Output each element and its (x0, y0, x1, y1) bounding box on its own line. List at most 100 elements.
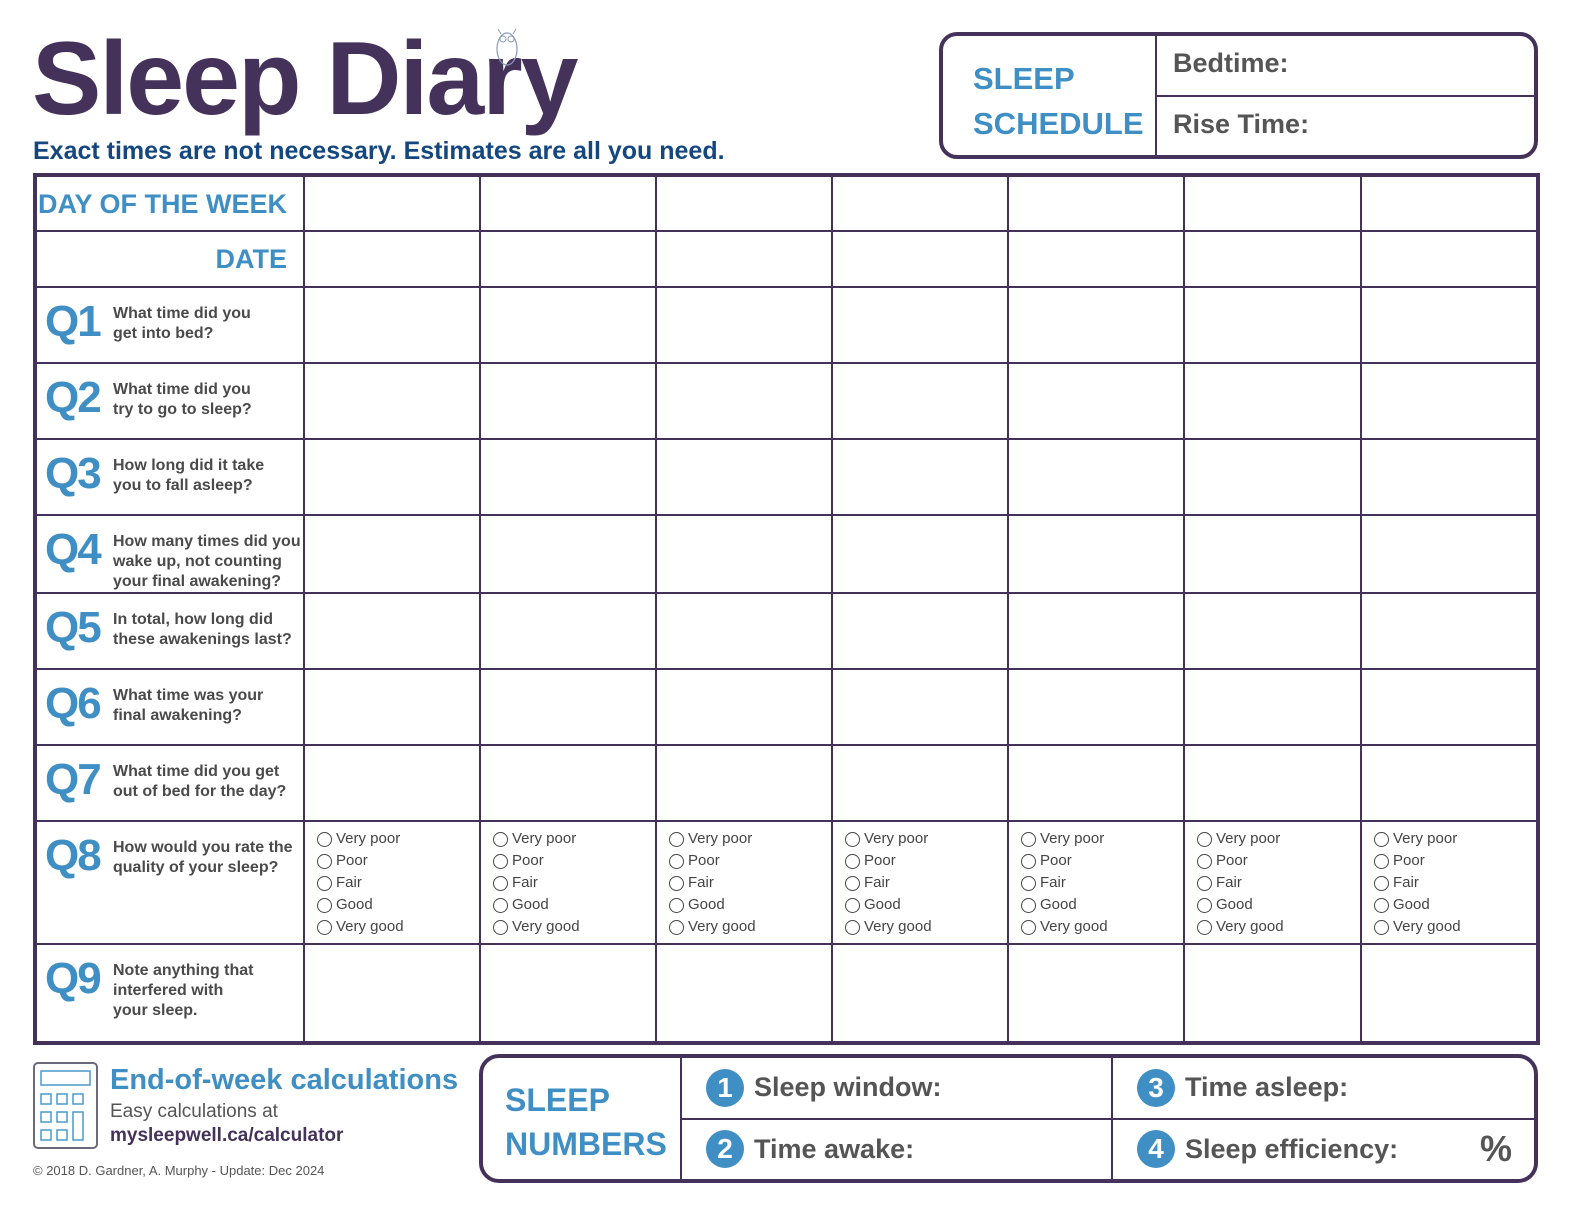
answer-cell[interactable] (1183, 943, 1362, 1044)
radio-button[interactable] (1197, 831, 1212, 847)
answer-cell[interactable] (479, 943, 657, 1044)
radio-button[interactable] (317, 875, 332, 891)
answer-cell[interactable] (831, 668, 1009, 746)
answer-cell[interactable] (1360, 514, 1539, 594)
radio-button[interactable] (1197, 897, 1212, 913)
rating-option[interactable]: Good (669, 894, 831, 916)
answer-cell[interactable] (303, 438, 481, 516)
answer-cell[interactable] (479, 668, 657, 746)
answer-cell[interactable] (1360, 668, 1539, 746)
time-asleep-field[interactable]: 3 Time asleep: (1113, 1058, 1534, 1120)
radio-button[interactable] (493, 853, 508, 869)
rating-option[interactable]: Very poor (1197, 828, 1360, 850)
answer-cell[interactable] (831, 438, 1009, 516)
radio-button[interactable] (669, 831, 684, 847)
date-input-cell[interactable] (655, 230, 833, 288)
rating-option[interactable]: Fair (845, 872, 1007, 894)
date-input-cell[interactable] (303, 230, 481, 288)
radio-button[interactable] (1021, 897, 1036, 913)
answer-cell[interactable] (1183, 514, 1362, 594)
day-input-cell[interactable] (1007, 174, 1185, 232)
radio-button[interactable] (669, 853, 684, 869)
day-input-cell[interactable] (655, 174, 833, 232)
answer-cell[interactable] (303, 362, 481, 440)
answer-cell[interactable] (655, 744, 833, 822)
answer-cell[interactable] (303, 514, 481, 594)
radio-button[interactable] (1021, 919, 1036, 935)
rating-option[interactable]: Good (317, 894, 479, 916)
radio-button[interactable] (845, 831, 860, 847)
rating-option[interactable]: Very good (845, 916, 1007, 938)
day-input-cell[interactable] (1360, 174, 1539, 232)
date-input-cell[interactable] (479, 230, 657, 288)
answer-cell[interactable] (831, 592, 1009, 670)
answer-cell[interactable] (1007, 668, 1185, 746)
rating-option[interactable]: Very good (1374, 916, 1536, 938)
answer-cell[interactable] (831, 943, 1009, 1044)
answer-cell[interactable] (479, 362, 657, 440)
radio-button[interactable] (1374, 897, 1389, 913)
rating-option[interactable]: Fair (1374, 872, 1536, 894)
radio-button[interactable] (1197, 919, 1212, 935)
rating-option[interactable]: Very poor (1021, 828, 1183, 850)
radio-button[interactable] (317, 853, 332, 869)
calculator-link[interactable]: mysleepwell.ca/calculator (110, 1125, 344, 1146)
answer-cell[interactable] (1007, 744, 1185, 822)
rating-option[interactable]: Fair (493, 872, 655, 894)
radio-button[interactable] (493, 831, 508, 847)
answer-cell[interactable] (1183, 438, 1362, 516)
answer-cell[interactable] (303, 744, 481, 822)
rating-option[interactable]: Good (493, 894, 655, 916)
radio-button[interactable] (669, 897, 684, 913)
date-input-cell[interactable] (1007, 230, 1185, 288)
rating-option[interactable]: Very good (317, 916, 479, 938)
answer-cell[interactable] (303, 286, 481, 364)
rating-option[interactable]: Poor (669, 850, 831, 872)
answer-cell[interactable] (655, 592, 833, 670)
answer-cell[interactable] (1183, 744, 1362, 822)
radio-button[interactable] (1374, 831, 1389, 847)
answer-cell[interactable] (831, 362, 1009, 440)
answer-cell[interactable] (1183, 668, 1362, 746)
answer-cell[interactable] (655, 362, 833, 440)
answer-cell[interactable] (831, 514, 1009, 594)
radio-button[interactable] (317, 919, 332, 935)
time-awake-field[interactable]: 2 Time awake: (682, 1120, 1111, 1180)
radio-button[interactable] (669, 875, 684, 891)
rating-option[interactable]: Very good (669, 916, 831, 938)
radio-button[interactable] (493, 897, 508, 913)
answer-cell[interactable] (479, 744, 657, 822)
rating-option[interactable]: Good (1021, 894, 1183, 916)
rating-option[interactable]: Very good (1021, 916, 1183, 938)
radio-button[interactable] (1021, 831, 1036, 847)
sleep-efficiency-field[interactable]: 4 Sleep efficiency:% (1113, 1120, 1534, 1180)
radio-button[interactable] (1374, 853, 1389, 869)
date-input-cell[interactable] (831, 230, 1009, 288)
answer-cell[interactable] (655, 668, 833, 746)
radio-button[interactable] (845, 853, 860, 869)
radio-button[interactable] (845, 897, 860, 913)
rating-option[interactable]: Very good (493, 916, 655, 938)
answer-cell[interactable] (655, 286, 833, 364)
rating-option[interactable]: Fair (317, 872, 479, 894)
radio-button[interactable] (1197, 853, 1212, 869)
date-input-cell[interactable] (1360, 230, 1539, 288)
answer-cell[interactable] (655, 943, 833, 1044)
answer-cell[interactable] (303, 943, 481, 1044)
answer-cell[interactable] (1007, 286, 1185, 364)
rating-option[interactable]: Very poor (1374, 828, 1536, 850)
answer-cell[interactable] (1183, 362, 1362, 440)
answer-cell[interactable] (479, 514, 657, 594)
radio-button[interactable] (1021, 875, 1036, 891)
answer-cell[interactable] (479, 592, 657, 670)
radio-button[interactable] (669, 919, 684, 935)
rating-option[interactable]: Good (845, 894, 1007, 916)
rating-option[interactable]: Fair (1197, 872, 1360, 894)
radio-button[interactable] (317, 831, 332, 847)
radio-button[interactable] (317, 897, 332, 913)
radio-button[interactable] (845, 875, 860, 891)
rating-option[interactable]: Poor (493, 850, 655, 872)
rating-option[interactable]: Very poor (669, 828, 831, 850)
bedtime-field[interactable]: Bedtime: (1157, 36, 1534, 97)
answer-cell[interactable] (1183, 286, 1362, 364)
